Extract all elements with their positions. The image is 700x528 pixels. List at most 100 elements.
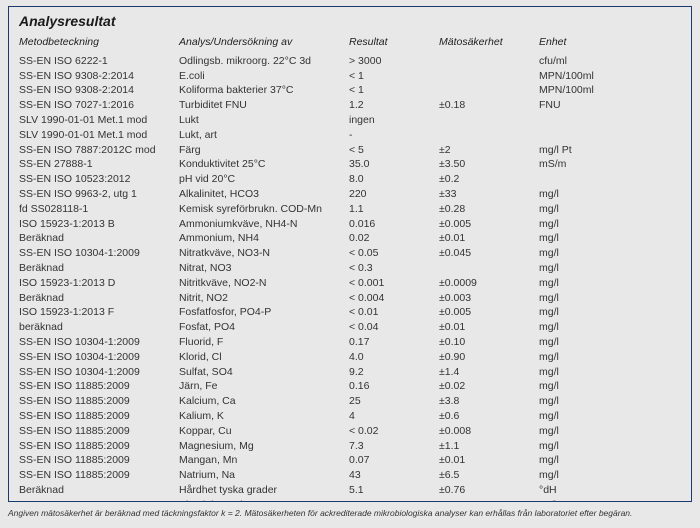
table-row: SS-EN ISO 10523:2012pH vid 20°C8.0±0.2 [19,172,681,187]
cell-c2: Lukt [179,113,349,128]
cell-c5: mg/l [539,291,629,306]
cell-c1: SS-EN ISO 6222-1 [19,54,179,69]
cell-c3: 0.16 [349,379,439,394]
cell-c5: °dH [539,483,629,498]
cell-c5: mg/l [539,350,629,365]
cell-c5: mg/l [539,468,629,483]
table-row: ISO 15923-1:2013 DNitritkväve, NO2-N< 0.… [19,276,681,291]
cell-c4: ±0.10 [439,335,539,350]
cell-c2: Ammoniumkväve, NH4-N [179,217,349,232]
cell-c2: Kalium, K [179,409,349,424]
cell-c5: mg/l [539,261,629,276]
cell-c3: 23 [349,498,439,502]
cell-c2: Nitrit, NO2 [179,291,349,306]
cell-c4: ±0.0009 [439,276,539,291]
analysis-panel: Analysresultat Metodbeteckning Analys/Un… [8,6,692,502]
cell-c1: ISO 15923-1:2013 D [19,276,179,291]
results-table: Metodbeteckning Analys/Undersökning av R… [19,35,681,502]
cell-c4: ±0.045 [439,246,539,261]
table-row: BeräknadAmmonium, NH40.02±0.01mg/l [19,231,681,246]
cell-c5: mg/l Pt [539,143,629,158]
cell-c1: SS-EN ISO 9308-2:2014 [19,69,179,84]
cell-c5: mg/l [539,453,629,468]
table-body: SS-EN ISO 6222-1Odlingsb. mikroorg. 22°C… [19,54,681,502]
cell-c2: E.coli [179,69,349,84]
cell-c4 [439,83,539,98]
cell-c1: SS-EN ISO 7887:2012C mod [19,143,179,158]
cell-c4 [439,54,539,69]
cell-c3: 7.3 [349,439,439,454]
cell-c3: < 0.02 [349,424,439,439]
cell-c1: ISO 15923-1:2013 F [19,305,179,320]
cell-c3: < 5 [349,143,439,158]
cell-c2: Sulfat, SO4 [179,365,349,380]
table-row: BeräknadNitrat, NO3< 0.3mg/l [19,261,681,276]
cell-c4: ±1.4 [439,365,539,380]
cell-c2: pH vid 20°C [179,172,349,187]
cell-c3: 1.1 [349,202,439,217]
cell-c5: mg/l [539,394,629,409]
cell-c3: 0.07 [349,453,439,468]
table-row: SS-EN ISO 10304-1:2009Klorid, Cl4.0±0.90… [19,350,681,365]
cell-c3: < 1 [349,69,439,84]
cell-c3: > 3000 [349,54,439,69]
col-header-result: Resultat [349,35,439,50]
cell-c5: mg/l [539,409,629,424]
cell-c3: 0.016 [349,217,439,232]
cell-c5 [539,172,629,187]
cell-c4: ±0.005 [439,305,539,320]
cell-c1: SS-EN 27888-1 [19,157,179,172]
table-row: SS-EN ISO 11885:2009Mangan, Mn0.07±0.01m… [19,453,681,468]
cell-c3: ingen [349,113,439,128]
cell-c3: 9.2 [349,365,439,380]
cell-c4 [439,113,539,128]
cell-c2: Fosfatfosfor, PO4-P [179,305,349,320]
cell-c1: Beräknad [19,231,179,246]
table-row: SS-EN ISO 6222-1Odlingsb. mikroorg. 22°C… [19,54,681,69]
table-row: SS-EN ISO 9308-2:2014E.coli< 1MPN/100ml [19,69,681,84]
cell-c4 [439,69,539,84]
cell-c3: 25 [349,394,439,409]
cell-c1: SS-EN ISO 9308-2:2014 [19,83,179,98]
cell-c4: ±0.28 [439,202,539,217]
cell-c5: mg/l [539,305,629,320]
cell-c1: Beräknad [19,261,179,276]
cell-c2: Fosfat, PO4 [179,320,349,335]
cell-c5: µg/l [539,498,629,502]
cell-c2: Natrium, Na [179,468,349,483]
cell-c2: Alkalinitet, HCO3 [179,187,349,202]
cell-c4: ±0.90 [439,350,539,365]
cell-c5: cfu/ml [539,54,629,69]
cell-c1: SS-EN ISO 11885:2009 [19,394,179,409]
cell-c5 [539,113,629,128]
cell-c3: 0.02 [349,231,439,246]
cell-c5: FNU [539,98,629,113]
cell-c1: SS-EN ISO 10523:2012 [19,172,179,187]
cell-c5: mg/l [539,246,629,261]
cell-c5: mg/l [539,365,629,380]
table-row: SS-EN ISO 11885:2009Natrium, Na43±6.5mg/… [19,468,681,483]
cell-c2: Nitritkväve, NO2-N [179,276,349,291]
cell-c1: SS-EN ISO 11885:2009 [19,424,179,439]
table-row: SS-EN ISO 10304-1:2009Fluorid, F0.17±0.1… [19,335,681,350]
table-row: SS-EN ISO 11885:2009Magnesium, Mg7.3±1.1… [19,439,681,454]
col-header-analysis: Analys/Undersökning av [179,35,349,50]
table-row: BeräknadHårdhet tyska grader5.1±0.76°dH [19,483,681,498]
cell-c5: mg/l [539,379,629,394]
cell-c2: Järn, Fe [179,379,349,394]
table-row: SLV 1990-01-01 Met.1 modLukt, art- [19,128,681,143]
cell-c2: Kalcium, Ca [179,394,349,409]
cell-c5: mg/l [539,187,629,202]
table-row: fd SS028118-1Kemisk syreförbrukn. COD-Mn… [19,202,681,217]
cell-c5: mg/l [539,424,629,439]
cell-c3: 220 [349,187,439,202]
table-row: SS-EN ISO 10304-1:2009Nitratkväve, NO3-N… [19,246,681,261]
cell-c5: mg/l [539,335,629,350]
cell-c1: SS-EN ISO 7027-1:2016 [19,98,179,113]
cell-c4: ±3.8 [439,394,539,409]
cell-c2: Fluorid, F [179,335,349,350]
cell-c2: Koppar, Cu [179,424,349,439]
cell-c3: 4 [349,409,439,424]
cell-c2: Färg [179,143,349,158]
cell-c5: mg/l [539,202,629,217]
